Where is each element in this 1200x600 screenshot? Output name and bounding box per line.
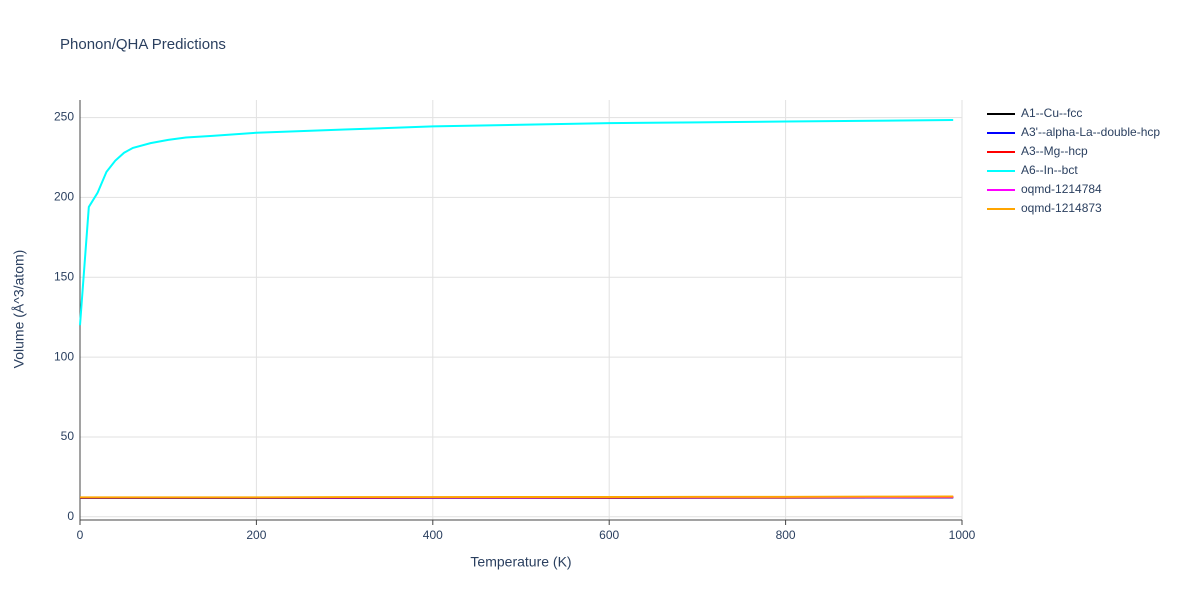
y-tick-label: 0 <box>67 509 74 523</box>
x-tick-label: 0 <box>77 528 84 542</box>
legend-label[interactable]: A1--Cu--fcc <box>1021 106 1082 120</box>
y-axis-title: Volume (Å^3/atom) <box>11 250 27 369</box>
y-tick-label: 50 <box>61 429 75 443</box>
series-line <box>80 495 954 499</box>
legend-label[interactable]: A3--Mg--hcp <box>1021 144 1088 158</box>
y-tick-label: 250 <box>54 110 74 124</box>
legend-label[interactable]: oqmd-1214873 <box>1021 201 1102 215</box>
legend-label[interactable]: oqmd-1214784 <box>1021 182 1102 196</box>
series-line <box>79 118 954 326</box>
y-tick-label: 150 <box>54 269 74 283</box>
x-tick-label: 600 <box>599 528 619 542</box>
x-tick-label: 1000 <box>949 528 976 542</box>
y-tick-label: 100 <box>54 349 74 363</box>
x-axis-title: Temperature (K) <box>470 554 571 570</box>
x-tick-label: 800 <box>776 528 796 542</box>
chart-title: Phonon/QHA Predictions <box>60 36 226 53</box>
y-tick-label: 200 <box>54 190 74 204</box>
legend-label[interactable]: A3'--alpha-La--double-hcp <box>1021 125 1160 139</box>
x-tick-label: 400 <box>423 528 443 542</box>
x-tick-label: 200 <box>246 528 266 542</box>
legend-label[interactable]: A6--In--bct <box>1021 163 1078 177</box>
